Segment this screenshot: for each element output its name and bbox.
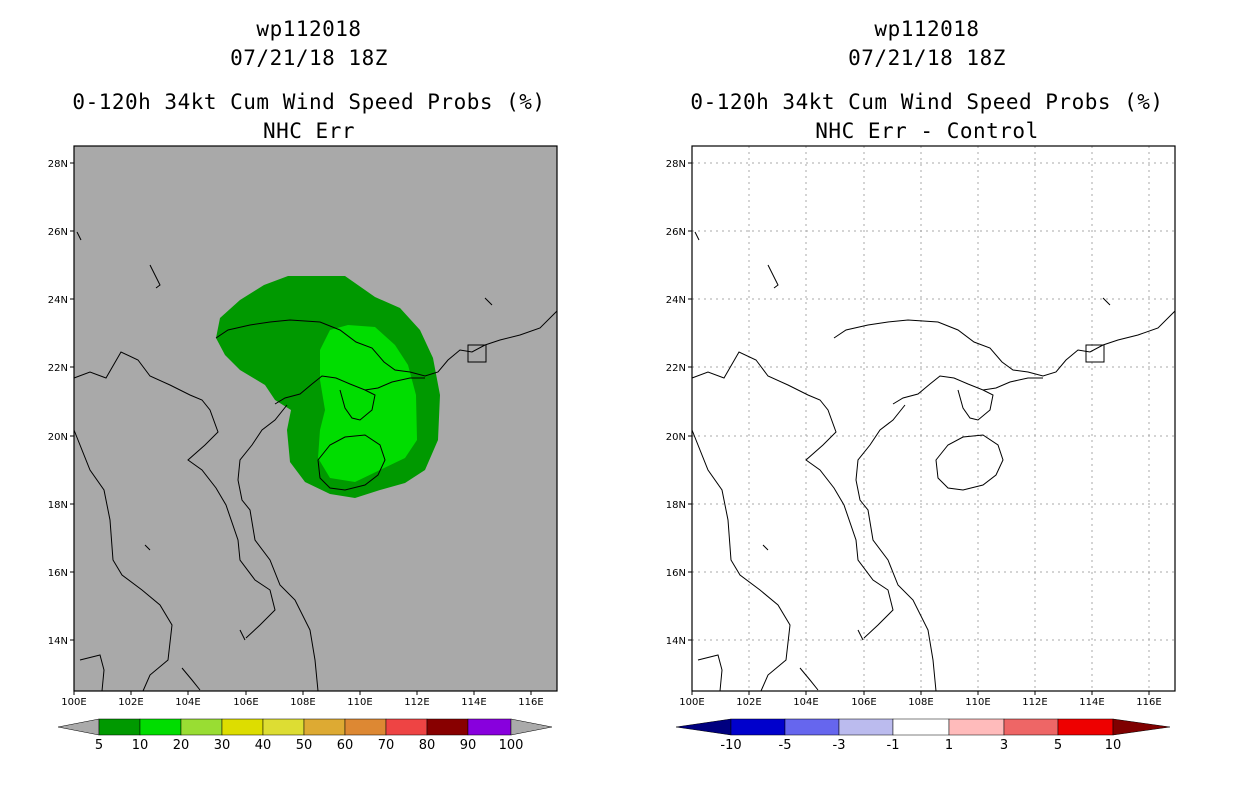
lat-label: 24N	[48, 295, 68, 306]
colorbar-label: -1	[887, 738, 900, 753]
left-map-svg: 28N 26N 24N 22N 20N 18N 16N 14N 100E 102…	[48, 145, 558, 753]
lon-label: 114E	[461, 697, 486, 708]
lon-label: 112E	[1022, 697, 1047, 708]
colorbar-under-arrow	[675, 718, 732, 736]
colorbar-swatch	[892, 718, 950, 736]
lon-label: 104E	[793, 697, 818, 708]
right-panel: wp112018 07/21/18 18Z 0-120h 34kt Cum Wi…	[618, 0, 1236, 800]
lat-label: 22N	[666, 363, 686, 374]
product-title: 0-120h 34kt Cum Wind Speed Probs (%)	[690, 90, 1164, 114]
colorbar-label: 20	[173, 738, 190, 753]
lon-label: 112E	[404, 697, 429, 708]
lon-ticks: 100E 102E 104E 106E 108E 110E 112E 114E …	[679, 691, 1162, 708]
right-map-svg: 28N 26N 24N 22N 20N 18N 16N 14N 100E 102…	[666, 145, 1176, 753]
product-title: 0-120h 34kt Cum Wind Speed Probs (%)	[72, 90, 546, 114]
colorbar-label: 100	[499, 738, 524, 753]
lat-label: 20N	[48, 432, 68, 443]
colorbar-swatch	[784, 718, 840, 736]
lon-label: 108E	[290, 697, 315, 708]
colorbar-label: 70	[378, 738, 395, 753]
colorbar-label: 90	[460, 738, 477, 753]
lat-label: 16N	[48, 568, 68, 579]
colorbar-swatch	[139, 718, 182, 736]
colorbar-swatch	[303, 718, 346, 736]
coastlines	[73, 231, 558, 692]
colorbar-swatch	[1003, 718, 1059, 736]
lon-label: 106E	[233, 697, 258, 708]
colorbar-swatch	[838, 718, 894, 736]
grid-lines	[692, 146, 1175, 691]
lon-label: 104E	[175, 697, 200, 708]
colorbar-label: -3	[833, 738, 846, 753]
colorbar-swatch	[262, 718, 305, 736]
lon-label: 100E	[679, 697, 704, 708]
lon-label: 110E	[965, 697, 990, 708]
lat-label: 22N	[48, 363, 68, 374]
lat-label: 28N	[48, 159, 68, 170]
colorbar-label: 10	[1105, 738, 1122, 753]
lon-label: 114E	[1079, 697, 1104, 708]
lon-ticks: 100E 102E 104E 106E 108E 110E 112E 114E …	[61, 691, 544, 708]
colorbar-label: 40	[255, 738, 272, 753]
colorbar-label: 10	[132, 738, 149, 753]
lat-ticks: 28N 26N 24N 22N 20N 18N 16N 14N	[48, 159, 74, 647]
lon-label: 116E	[518, 697, 543, 708]
colorbar-label: 80	[419, 738, 436, 753]
colorbar-over-arrow	[1112, 718, 1171, 736]
colorbar-swatch	[426, 718, 469, 736]
colorbar-swatch	[1057, 718, 1114, 736]
lat-label: 16N	[666, 568, 686, 579]
lat-ticks: 28N 26N 24N 22N 20N 18N 16N 14N	[666, 159, 692, 647]
colorbar-swatch	[344, 718, 387, 736]
map-frame	[691, 145, 1176, 692]
datetime: 07/21/18 18Z	[848, 46, 1006, 70]
panel-subtitle: NHC Err	[262, 119, 355, 143]
right-colorbar: -10 -5 -3 -1 1 3 5 10	[675, 718, 1171, 753]
colorbar-label: -5	[779, 738, 792, 753]
colorbar-label: 5	[1054, 738, 1062, 753]
colorbar-over-arrow	[510, 718, 553, 736]
lat-label: 14N	[666, 636, 686, 647]
lon-label: 106E	[851, 697, 876, 708]
colorbar-label: 5	[95, 738, 103, 753]
colorbar-under-arrow	[57, 718, 100, 736]
lat-label: 24N	[666, 295, 686, 306]
lat-label: 20N	[666, 432, 686, 443]
storm-id: wp112018	[874, 17, 980, 41]
lat-label: 28N	[666, 159, 686, 170]
lon-label: 102E	[118, 697, 143, 708]
lat-label: 18N	[48, 500, 68, 511]
colorbar-label: -10	[720, 738, 741, 753]
lon-label: 110E	[347, 697, 372, 708]
lon-label: 102E	[736, 697, 761, 708]
colorbar-swatch	[948, 718, 1005, 736]
lon-label: 108E	[908, 697, 933, 708]
colorbar-label: 1	[945, 738, 953, 753]
colorbar-swatch	[730, 718, 786, 736]
prob-contour-10	[318, 325, 417, 482]
lon-label: 116E	[1136, 697, 1161, 708]
lat-label: 18N	[666, 500, 686, 511]
colorbar-swatch	[98, 718, 141, 736]
storm-id: wp112018	[256, 17, 362, 41]
colorbar-label: 60	[337, 738, 354, 753]
colorbar-swatch	[467, 718, 512, 736]
lat-label: 26N	[48, 227, 68, 238]
left-panel: wp112018 07/21/18 18Z 0-120h 34kt Cum Wi…	[48, 17, 558, 753]
coastlines	[691, 231, 1176, 692]
colorbar-swatch	[385, 718, 428, 736]
map-background	[692, 146, 1175, 691]
map-frame	[73, 145, 558, 692]
panel-subtitle: NHC Err - Control	[815, 119, 1039, 143]
colorbar-label: 50	[296, 738, 313, 753]
colorbar-label: 30	[214, 738, 231, 753]
colorbar-label: 3	[1000, 738, 1008, 753]
lon-label: 100E	[61, 697, 86, 708]
lat-label: 26N	[666, 227, 686, 238]
colorbar-swatch	[180, 718, 223, 736]
lat-label: 14N	[48, 636, 68, 647]
colorbar-swatch	[221, 718, 264, 736]
left-colorbar: 5 10 20 30 40 50 60 70 80 90 100	[57, 718, 553, 753]
datetime: 07/21/18 18Z	[230, 46, 388, 70]
